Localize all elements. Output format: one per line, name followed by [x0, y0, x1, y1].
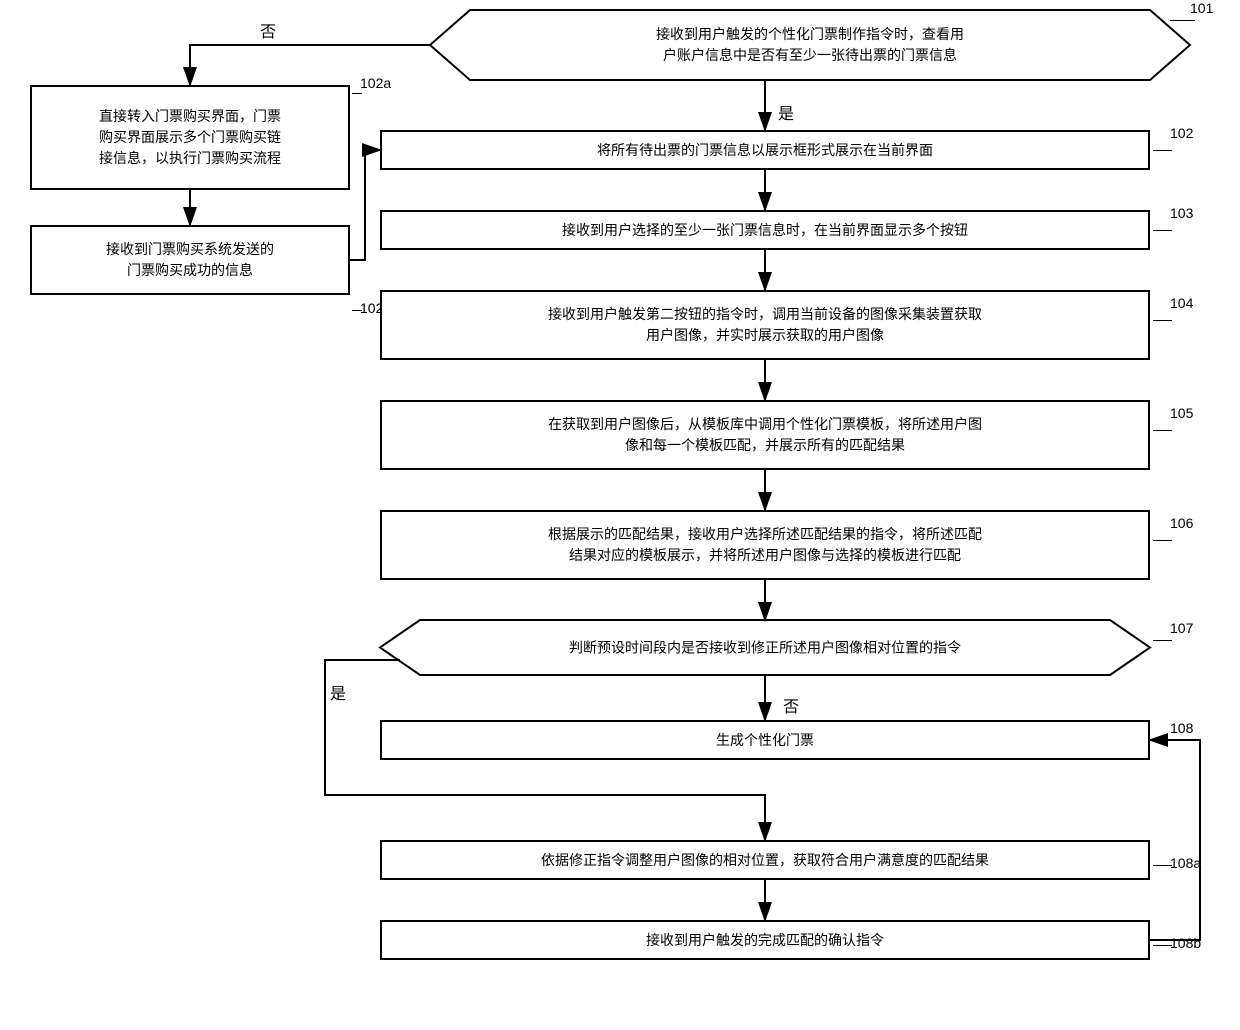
ref-leader — [1170, 20, 1195, 21]
flow-step-n106: 根据展示的匹配结果，接收用户选择所述匹配结果的指令，将所述匹配结果对应的模板展示… — [380, 510, 1150, 580]
ref-leader — [1153, 430, 1172, 431]
ref-leader — [1153, 320, 1172, 321]
ref-104: 104 — [1170, 295, 1193, 311]
flow-step-n105: 在获取到用户图像后，从模板库中调用个性化门票模板，将所述用户图像和每一个模板匹配… — [380, 400, 1150, 470]
ref-leader — [1153, 865, 1172, 866]
ref-leader — [1153, 945, 1172, 946]
ref-106: 106 — [1170, 515, 1193, 531]
edge-e108b-108 — [1150, 740, 1200, 940]
ref-leader — [1153, 540, 1172, 541]
ref-105: 105 — [1170, 405, 1193, 421]
branch-label-no1: 否 — [260, 18, 276, 42]
flow-step-n108: 生成个性化门票 — [380, 720, 1150, 760]
ref-102: 102 — [1170, 125, 1193, 141]
branch-label-no2: 否 — [783, 693, 799, 717]
ref-leader — [1153, 150, 1172, 151]
ref-108: 108 — [1170, 720, 1193, 736]
edge-e101-no — [190, 45, 430, 85]
flowchart-canvas: 接收到用户触发的个性化门票制作指令时，查看用户账户信息中是否有至少一张待出票的门… — [0, 0, 1240, 1030]
flow-step-n102: 将所有待出票的门票信息以展示框形式展示在当前界面 — [380, 130, 1150, 170]
ref-101: 101 — [1190, 0, 1213, 16]
edge-e102b-102 — [350, 150, 380, 260]
ref-leader — [1153, 740, 1172, 741]
ref-103: 103 — [1170, 205, 1193, 221]
branch-label-yes2: 是 — [330, 680, 346, 704]
ref-107: 107 — [1170, 620, 1193, 636]
ref-leader — [352, 93, 362, 94]
flow-step-n103: 接收到用户选择的至少一张门票信息时，在当前界面显示多个按钮 — [380, 210, 1150, 250]
ref-leader — [1153, 640, 1172, 641]
flow-step-n102b: 接收到门票购买系统发送的门票购买成功的信息 — [30, 225, 350, 295]
ref-102a: 102a — [360, 75, 391, 91]
ref-108b: 108b — [1170, 935, 1201, 951]
flow-decision-n101: 接收到用户触发的个性化门票制作指令时，查看用户账户信息中是否有至少一张待出票的门… — [430, 10, 1190, 80]
branch-label-yes1: 是 — [778, 100, 794, 124]
flow-step-n102a: 直接转入门票购买界面，门票购买界面展示多个门票购买链接信息，以执行门票购买流程 — [30, 85, 350, 190]
flow-step-n104: 接收到用户触发第二按钮的指令时，调用当前设备的图像采集装置获取用户图像，并实时展… — [380, 290, 1150, 360]
flow-step-n108b: 接收到用户触发的完成匹配的确认指令 — [380, 920, 1150, 960]
flow-step-n108a: 依据修正指令调整用户图像的相对位置，获取符合用户满意度的匹配结果 — [380, 840, 1150, 880]
ref-leader — [352, 310, 362, 311]
flow-decision-n107: 判断预设时间段内是否接收到修正所述用户图像相对位置的指令 — [380, 620, 1150, 675]
ref-108a: 108a — [1170, 855, 1201, 871]
ref-leader — [1153, 230, 1172, 231]
